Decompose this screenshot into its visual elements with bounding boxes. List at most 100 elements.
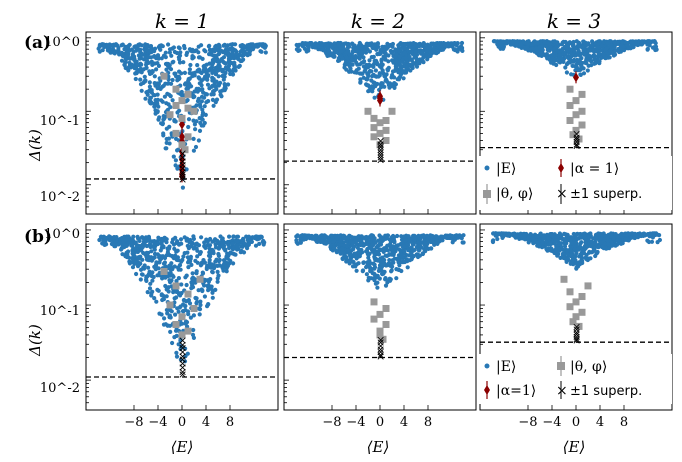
superp-point: ×: [376, 346, 385, 359]
eigenstate-point: [402, 244, 407, 249]
eigenstate-point: [406, 234, 411, 239]
eigenstate-point: [568, 253, 574, 258]
eigenstate-point: [416, 233, 421, 238]
eigenstate-point: [553, 56, 558, 62]
eigenstate-point: [162, 255, 168, 261]
legend-b-eigen-marker: [484, 363, 490, 369]
eigenstate-point: [183, 275, 188, 280]
eigenstate-point: [356, 66, 361, 71]
eigenstate-point: [574, 62, 579, 67]
eigenstate-point: [156, 56, 161, 61]
eigenstate-point: [302, 233, 307, 238]
eigenstate-point: [215, 269, 220, 274]
eigenstate-point: [371, 45, 376, 51]
theta-phi-point: [172, 321, 180, 328]
eigenstate-point: [226, 50, 231, 56]
eigenstate-point: [199, 116, 204, 121]
theta-phi-point: [566, 117, 574, 124]
eigenstate-point: [584, 257, 589, 262]
eigenstate-point: [136, 69, 142, 74]
eigenstate-point: [392, 85, 397, 90]
eigenstate-point: [157, 260, 162, 265]
eigenstate-point: [212, 49, 217, 54]
theta-phi-point: [190, 107, 198, 115]
eigenstate-point: [612, 39, 618, 44]
theta-phi-point: [382, 305, 390, 312]
eigenstate-point: [578, 72, 583, 77]
eigenstate-point: [498, 231, 503, 237]
eigenstate-point: [620, 241, 625, 246]
eigenstate-point: [572, 247, 578, 252]
superp-point: ×: [376, 336, 385, 349]
eigenstate-point: [392, 235, 397, 240]
eigenstate-point: [211, 103, 216, 108]
eigenstate-point: [228, 69, 233, 74]
eigenstate-point: [372, 95, 377, 100]
eigenstate-point: [184, 86, 189, 91]
eigenstate-point: [223, 48, 228, 53]
eigenstate-point: [347, 64, 352, 69]
eigenstate-point: [573, 233, 578, 238]
eigenstate-point: [577, 58, 582, 63]
eigenstate-point: [215, 279, 220, 284]
eigenstate-point: [419, 245, 424, 250]
eigenstate-point: [242, 52, 247, 57]
eigenstate-point: [165, 311, 170, 316]
theta-phi-point: [160, 72, 168, 80]
eigenstate-point: [174, 295, 179, 300]
eigenstate-point: [202, 260, 207, 265]
eigenstate-point: [569, 249, 574, 254]
xtick-label: 0: [376, 415, 384, 430]
eigenstate-point: [213, 237, 218, 242]
eigenstate-point: [593, 236, 598, 241]
eigenstate-point: [596, 245, 601, 250]
eigenstate-point: [451, 47, 456, 52]
eigenstate-point: [576, 246, 581, 252]
eigenstate-point: [571, 44, 576, 49]
eigenstate-point: [107, 238, 112, 243]
eigenstate-point: [597, 61, 602, 66]
theta-phi-point: [178, 141, 186, 149]
eigenstate-point: [593, 245, 598, 250]
eigenstate-point: [139, 88, 144, 93]
eigenstate-point: [626, 238, 631, 243]
eigenstate-point: [392, 256, 397, 261]
eigenstate-point: [212, 88, 217, 93]
eigenstate-point: [370, 271, 375, 276]
eigenstate-point: [202, 283, 207, 288]
eigenstate-point: [379, 57, 384, 62]
eigenstate-point: [539, 47, 545, 52]
eigenstate-point: [421, 54, 426, 59]
eigenstate-point: [372, 278, 377, 283]
eigenstate-point: [175, 239, 180, 244]
eigenstate-point: [375, 285, 380, 290]
eigenstate-point: [232, 63, 237, 68]
eigenstate-point: [645, 47, 650, 52]
eigenstate-point: [365, 249, 370, 254]
eigenstate-point: [382, 84, 387, 89]
theta-phi-point: [578, 121, 586, 129]
eigenstate-point: [176, 147, 181, 152]
eigenstate-point: [193, 144, 199, 150]
eigenstate-point: [399, 67, 404, 72]
eigenstate-point: [216, 74, 221, 79]
eigenstate-point: [196, 55, 202, 60]
superp-point: ×: [178, 350, 187, 363]
eigenstate-point: [404, 69, 409, 74]
eigenstate-point: [128, 56, 133, 61]
legend-a-eigen-label: |E⟩: [496, 161, 516, 177]
eigenstate-point: [168, 67, 174, 72]
eigenstate-point: [338, 239, 343, 244]
superp-point: ×: [178, 168, 187, 181]
xtick-label: −4: [542, 415, 561, 430]
legend-b-superp-label: ±1 superp.: [570, 384, 642, 399]
eigenstate-point: [568, 238, 573, 243]
eigenstate-point: [133, 76, 138, 82]
eigenstate-point: [381, 263, 386, 268]
eigenstate-point: [210, 295, 215, 300]
eigenstate-point: [139, 272, 145, 277]
eigenstate-point: [262, 42, 267, 47]
theta-phi-point: [370, 133, 378, 141]
eigenstate-point: [213, 100, 218, 105]
theta-phi-point: [166, 111, 174, 119]
